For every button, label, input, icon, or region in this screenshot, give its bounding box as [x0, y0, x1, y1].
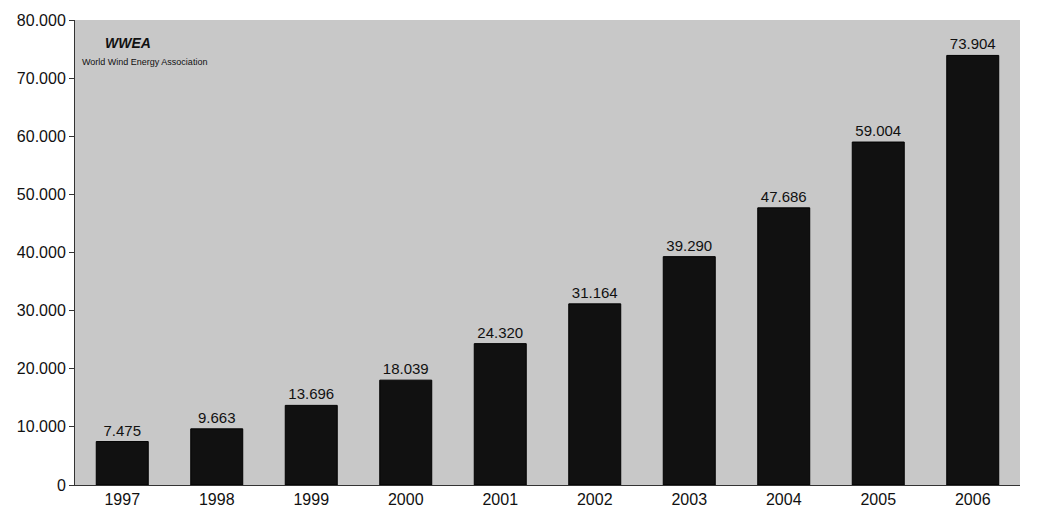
svg-text:2000: 2000 [388, 491, 424, 508]
svg-text:39.290: 39.290 [666, 237, 712, 254]
svg-text:9.663: 9.663 [198, 409, 236, 426]
svg-text:50.000: 50.000 [17, 186, 66, 203]
svg-text:1997: 1997 [104, 491, 140, 508]
svg-text:2001: 2001 [482, 491, 518, 508]
svg-text:1998: 1998 [199, 491, 235, 508]
svg-text:2003: 2003 [671, 491, 707, 508]
svg-text:40.000: 40.000 [17, 244, 66, 261]
svg-text:1999: 1999 [293, 491, 329, 508]
svg-text:73.904: 73.904 [950, 35, 996, 52]
svg-text:World Wind Energy Association: World Wind Energy Association [82, 57, 207, 67]
svg-text:31.164: 31.164 [572, 284, 618, 301]
svg-text:47.686: 47.686 [761, 188, 807, 205]
svg-text:10.000: 10.000 [17, 418, 66, 435]
svg-text:2006: 2006 [955, 491, 991, 508]
svg-text:24.320: 24.320 [477, 324, 523, 341]
svg-text:13.696: 13.696 [288, 385, 334, 402]
svg-text:30.000: 30.000 [17, 302, 66, 319]
svg-text:2004: 2004 [766, 491, 802, 508]
svg-text:7.475: 7.475 [103, 422, 141, 439]
svg-text:20.000: 20.000 [17, 360, 66, 377]
svg-text:0: 0 [57, 477, 66, 494]
svg-text:18.039: 18.039 [383, 360, 429, 377]
svg-text:70.000: 70.000 [17, 70, 66, 87]
svg-text:2005: 2005 [860, 491, 896, 508]
svg-text:59.004: 59.004 [855, 122, 901, 139]
svg-text:60.000: 60.000 [17, 128, 66, 145]
svg-text:WWEA: WWEA [105, 35, 151, 51]
svg-text:2002: 2002 [577, 491, 613, 508]
svg-text:80.000: 80.000 [17, 12, 66, 29]
